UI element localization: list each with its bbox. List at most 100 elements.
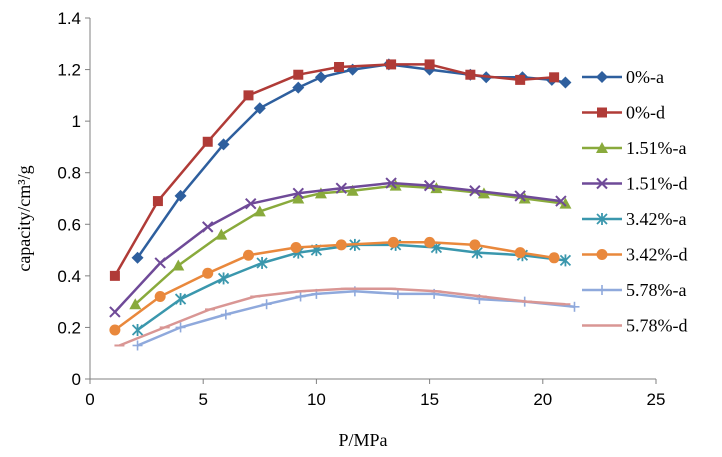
data-point	[154, 290, 166, 302]
series-line	[114, 241, 555, 332]
x-tick-label: 10	[307, 390, 326, 409]
data-point	[424, 236, 436, 248]
data-point	[549, 72, 560, 83]
data-point	[346, 63, 359, 76]
x-tick-label: 5	[198, 390, 207, 409]
legend-label: 5.78%-a	[626, 280, 686, 300]
legend-label: 5.78%-d	[626, 316, 688, 336]
y-tick-label: 1.4	[57, 9, 81, 28]
data-point	[465, 69, 476, 80]
data-point	[514, 247, 526, 259]
data-point	[346, 184, 359, 196]
legend-item: 5.78%-d	[582, 316, 688, 336]
legend-marker	[596, 142, 608, 153]
legend-item: 0%-a	[582, 67, 664, 87]
series-line	[136, 63, 566, 259]
x-tick-label: 20	[533, 390, 552, 409]
y-tick-label: 0.2	[57, 318, 81, 337]
data-point	[392, 288, 403, 299]
data-point	[424, 59, 435, 70]
legend-marker	[596, 177, 608, 190]
data-point	[132, 340, 143, 351]
series-line	[137, 290, 575, 347]
data-point	[152, 196, 163, 207]
data-point	[245, 197, 257, 210]
series-5.78%-d	[114, 287, 571, 347]
data-point	[389, 179, 402, 191]
x-tick-label: 25	[647, 390, 666, 409]
data-point	[515, 74, 526, 85]
legend-label: 0%-d	[626, 103, 665, 123]
data-point	[295, 291, 306, 302]
data-point	[220, 309, 231, 320]
data-point	[559, 76, 572, 89]
legend-item: 0%-d	[582, 103, 665, 123]
data-point	[423, 179, 436, 192]
data-point	[548, 252, 560, 264]
y-tick-label: 0.6	[57, 215, 81, 234]
legend-item: 1.51%-d	[582, 174, 688, 194]
series-0%-d	[109, 59, 560, 281]
data-point	[215, 228, 228, 240]
data-point	[172, 259, 185, 271]
series-line	[136, 243, 566, 332]
data-point	[174, 189, 187, 202]
data-point	[423, 63, 436, 76]
y-tick-label: 1.2	[57, 61, 81, 80]
legend-marker	[597, 107, 607, 118]
data-point	[293, 69, 304, 80]
legend-label: 0%-a	[626, 67, 664, 87]
series-1.51%-d	[109, 177, 567, 318]
data-point	[292, 81, 305, 94]
legend-label: 3.42%-d	[626, 245, 688, 265]
y-tick-label: 0.8	[57, 164, 81, 183]
data-point	[217, 138, 230, 151]
data-point	[109, 270, 120, 281]
data-point	[469, 239, 481, 251]
x-tick-label: 15	[420, 390, 439, 409]
data-point	[175, 322, 186, 333]
series-0%-a	[131, 58, 572, 264]
legend-label: 1.51%-d	[626, 174, 688, 194]
data-point	[256, 256, 268, 269]
data-point	[154, 257, 166, 269]
data-point	[385, 177, 397, 189]
legend-item: 1.51%-a	[582, 138, 686, 158]
data-point	[518, 192, 531, 204]
data-point	[242, 249, 254, 261]
data-point	[217, 272, 230, 285]
data-point	[386, 59, 397, 70]
data-point	[109, 324, 121, 336]
legend-item: 3.42%-d	[582, 245, 688, 265]
data-point	[253, 205, 266, 217]
y-tick-label: 0	[72, 370, 81, 389]
data-point	[202, 221, 214, 233]
data-point	[292, 187, 304, 200]
legend-marker	[596, 71, 608, 83]
data-point	[559, 197, 572, 209]
data-point	[202, 136, 213, 147]
data-point	[131, 324, 144, 337]
data-point	[292, 192, 305, 204]
data-point	[174, 293, 187, 306]
legend-marker	[596, 213, 608, 225]
data-point	[202, 267, 214, 279]
data-point	[314, 187, 327, 199]
legend-label: 3.42%-a	[626, 209, 686, 229]
data-point	[569, 301, 580, 312]
data-point	[314, 71, 327, 84]
y-axis-title: capacity/cm³/g	[14, 165, 34, 271]
axes: 0 0.2 0.4 0.6 0.8 1 1.2 1.4 0 5 10 15 20 25	[57, 9, 665, 409]
series-group	[109, 58, 580, 351]
data-point	[261, 299, 272, 310]
legend-item: 5.78%-a	[582, 280, 686, 300]
y-tick-label: 0.4	[57, 267, 81, 286]
x-tick-label: 0	[85, 390, 94, 409]
data-point	[559, 254, 572, 267]
x-axis-title: P/MPa	[338, 430, 387, 450]
data-point	[334, 61, 345, 72]
legend-marker	[596, 249, 608, 260]
data-point	[555, 195, 567, 207]
data-point	[387, 236, 399, 248]
